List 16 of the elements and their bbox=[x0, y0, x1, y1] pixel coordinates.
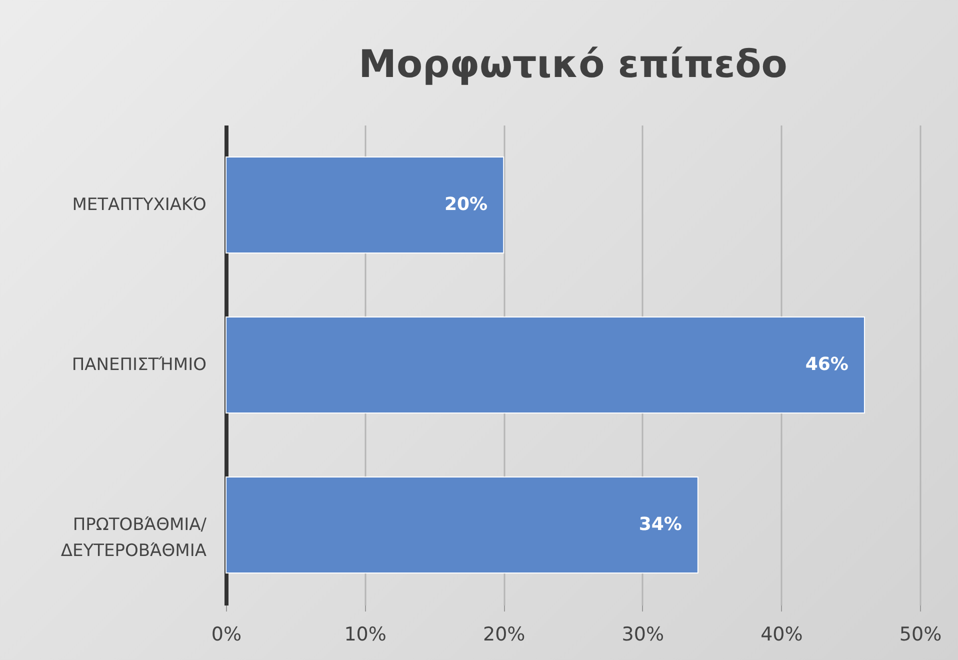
x-tick-label: 0% bbox=[211, 624, 242, 646]
data-label: 46% bbox=[805, 354, 848, 375]
chart-title: Μορφωτικό επίπεδο bbox=[358, 42, 788, 86]
bar bbox=[226, 156, 504, 254]
x-tick-label: 50% bbox=[899, 624, 942, 646]
x-tick-label: 10% bbox=[344, 624, 386, 646]
y-tick-label: ΜΕΤΑΠΤΥΧΙΑΚΌ bbox=[72, 195, 206, 215]
data-label: 34% bbox=[638, 514, 682, 535]
x-tick-label: 20% bbox=[482, 624, 526, 646]
x-tick-label: 40% bbox=[760, 624, 803, 646]
y-tick-label: ΠΑΝΕΠΙΣΤΉΜΙΟ bbox=[72, 355, 206, 375]
bar bbox=[226, 316, 865, 414]
bar bbox=[226, 476, 698, 574]
x-tick-label: 30% bbox=[622, 624, 664, 646]
y-tick-label: ΠΡΩΤΟΒΆΘΜΙΑ/ ΔΕΥΤΕΡΟΒΆΘΜΙΑ bbox=[60, 515, 207, 561]
data-label: 20% bbox=[444, 194, 488, 215]
